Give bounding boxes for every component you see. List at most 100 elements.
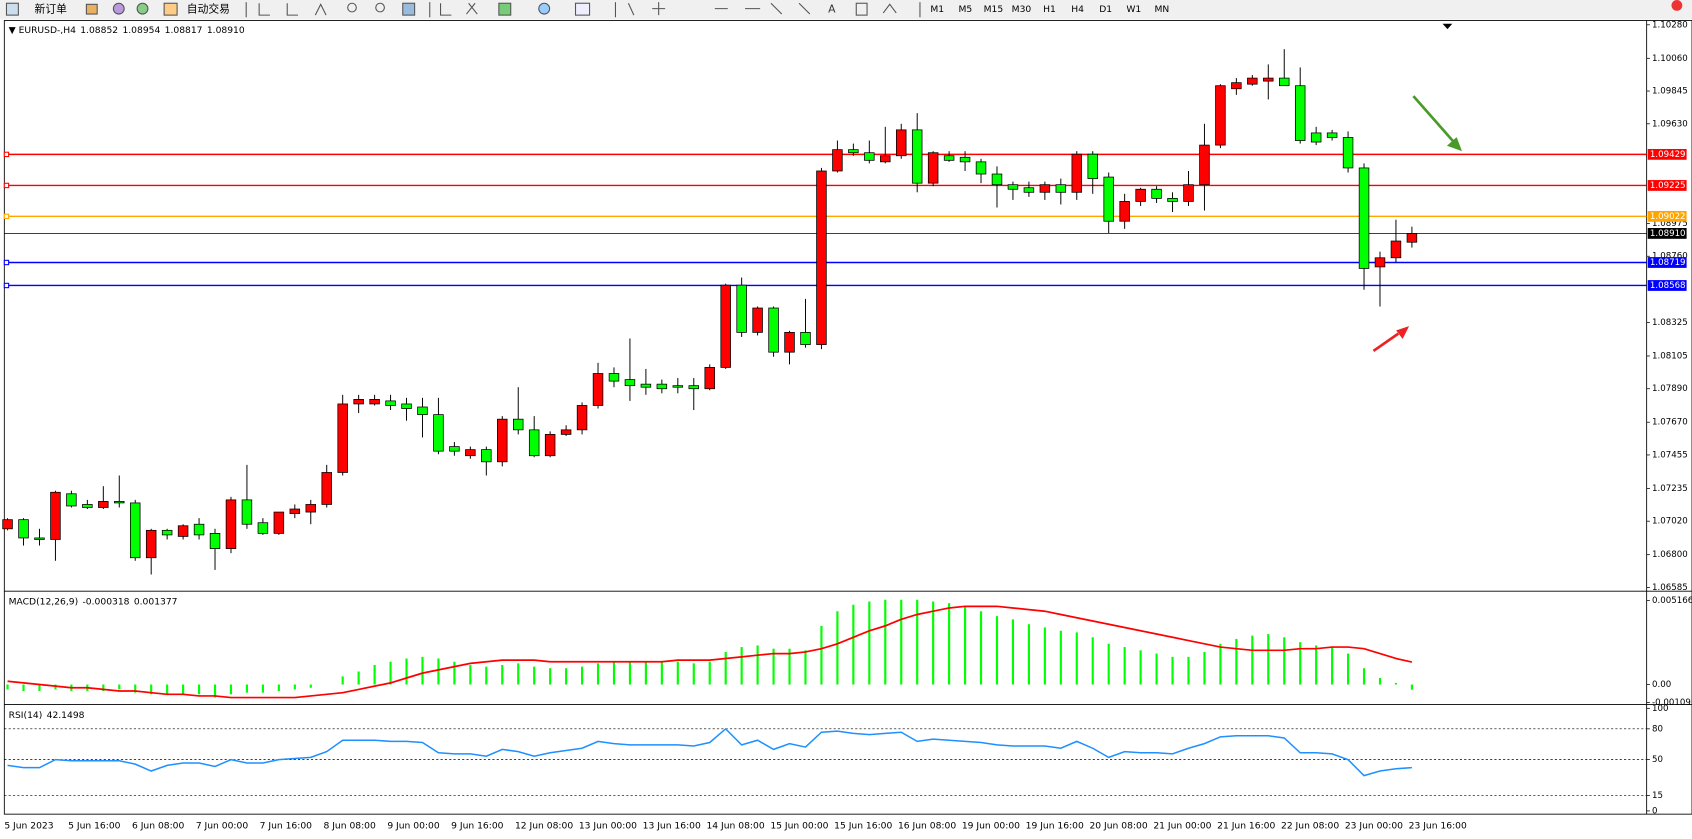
current-price-label: 1.08910 xyxy=(1650,229,1686,239)
candle-body xyxy=(720,284,731,368)
level-label: 1.08719 xyxy=(1650,258,1686,268)
candle-body xyxy=(98,501,109,508)
candle-body xyxy=(911,129,923,184)
icon[interactable] xyxy=(258,3,327,16)
level-label: 1.09022 xyxy=(1650,212,1686,222)
x-tick-label: 9 Jun 16:00 xyxy=(451,821,504,832)
candle-body xyxy=(321,472,332,505)
candle-body xyxy=(1055,184,1067,193)
icon[interactable] xyxy=(882,3,897,14)
icon[interactable] xyxy=(627,2,811,16)
notification[interactable] xyxy=(1671,0,1683,11)
level-handle xyxy=(3,213,10,220)
candle-body xyxy=(1294,85,1306,141)
icon[interactable] xyxy=(538,2,551,15)
x-tick-label: 23 Jun 00:00 xyxy=(1345,821,1403,832)
timeframe-button[interactable]: M30 xyxy=(1012,4,1032,15)
arrow-head xyxy=(1396,326,1410,340)
y-tick-label: 1.07020 xyxy=(1652,517,1688,527)
candle-body xyxy=(560,429,572,435)
symbol: EURUSD-,H4 xyxy=(19,25,77,36)
icon[interactable] xyxy=(85,3,98,15)
timeframe-button[interactable]: M5 xyxy=(958,4,972,15)
level-label: 1.09225 xyxy=(1650,181,1686,191)
candle-body xyxy=(18,519,29,539)
candle-body xyxy=(273,511,285,534)
collapse-arrow: ▼ xyxy=(9,25,19,36)
candle-body xyxy=(768,307,779,353)
icon[interactable] xyxy=(112,2,125,15)
candle-body xyxy=(481,449,492,463)
candle-body xyxy=(528,429,540,457)
timeframe-button[interactable]: D1 xyxy=(1099,4,1112,15)
candle-body xyxy=(1135,188,1146,202)
candle-body xyxy=(1247,77,1258,85)
level-label-bg xyxy=(1647,210,1687,222)
icon[interactable] xyxy=(163,2,178,16)
x-tick-label: 15 Jun 16:00 xyxy=(834,821,892,832)
y-tick-label: -0.001095 xyxy=(1652,698,1692,708)
candle-body xyxy=(1374,257,1386,268)
level-label: 1.09429 xyxy=(1650,150,1686,160)
candle-body xyxy=(161,529,173,536)
auto-trading-button[interactable]: 自动交易 xyxy=(187,3,230,16)
y-tick-label: 0.005166 xyxy=(1652,596,1692,606)
candle-body xyxy=(895,129,907,157)
level-label-bg xyxy=(1647,257,1687,268)
high-label: 1.08954 xyxy=(122,25,160,36)
toolbar xyxy=(0,0,1692,20)
icon[interactable] xyxy=(5,2,19,16)
candle-body xyxy=(1103,176,1114,222)
x-tick-label: 15 Jun 00:00 xyxy=(770,821,828,832)
candle-body xyxy=(337,403,348,473)
candle-body xyxy=(656,383,668,390)
candle-body xyxy=(736,284,747,333)
icon[interactable] xyxy=(136,2,149,15)
candle-body xyxy=(1071,153,1083,193)
candle-body xyxy=(1039,184,1051,193)
signal-line xyxy=(7,605,1413,699)
x-tick-label: 19 Jun 16:00 xyxy=(1026,821,1084,832)
close-label: 1.08910 xyxy=(207,25,245,36)
icon[interactable] xyxy=(375,2,385,13)
new-order-button[interactable]: 新订单 xyxy=(35,3,68,16)
icon[interactable] xyxy=(440,2,478,16)
x-tick-label: 13 Jun 16:00 xyxy=(643,821,701,832)
timeframe-button[interactable]: H4 xyxy=(1071,4,1084,15)
y-tick-label: 1.09630 xyxy=(1652,119,1688,129)
x-tick-label: 6 Jun 08:00 xyxy=(132,821,185,832)
candle-body xyxy=(82,504,93,508)
timeframe-button[interactable]: H1 xyxy=(1043,4,1056,15)
icon[interactable] xyxy=(347,2,357,13)
candle-body xyxy=(752,307,763,333)
icon[interactable] xyxy=(855,2,868,16)
candle-body xyxy=(1342,137,1354,169)
timeframe-button[interactable]: M15 xyxy=(984,4,1004,15)
y-tick-label: 0 xyxy=(1652,806,1658,816)
candle-body xyxy=(305,504,317,513)
x-tick-label: 20 Jun 08:00 xyxy=(1089,821,1147,832)
candle-body xyxy=(592,373,604,406)
candle-body xyxy=(1183,184,1194,202)
candle-body xyxy=(975,161,987,175)
icon[interactable] xyxy=(574,2,591,16)
candle-body xyxy=(832,149,843,172)
icon[interactable] xyxy=(402,2,416,16)
y-tick-label: 50 xyxy=(1652,755,1663,765)
candle-body xyxy=(672,385,684,388)
timeframe-button[interactable]: MN xyxy=(1154,4,1169,15)
text-tool[interactable]: A xyxy=(828,3,836,16)
candle-body xyxy=(576,405,588,431)
level-label-bg xyxy=(1647,280,1687,291)
timeframe-button[interactable]: W1 xyxy=(1126,4,1141,15)
x-tick-label: 7 Jun 00:00 xyxy=(196,821,249,832)
candle-body xyxy=(241,499,253,525)
candle-body xyxy=(66,493,77,507)
timeframe-button[interactable]: M1 xyxy=(930,4,944,15)
candle-body xyxy=(1151,188,1162,199)
level-label-bg xyxy=(1647,180,1687,191)
icon[interactable] xyxy=(498,2,512,16)
candle-body xyxy=(385,400,396,406)
signal-value: 0.001377 xyxy=(134,596,178,607)
